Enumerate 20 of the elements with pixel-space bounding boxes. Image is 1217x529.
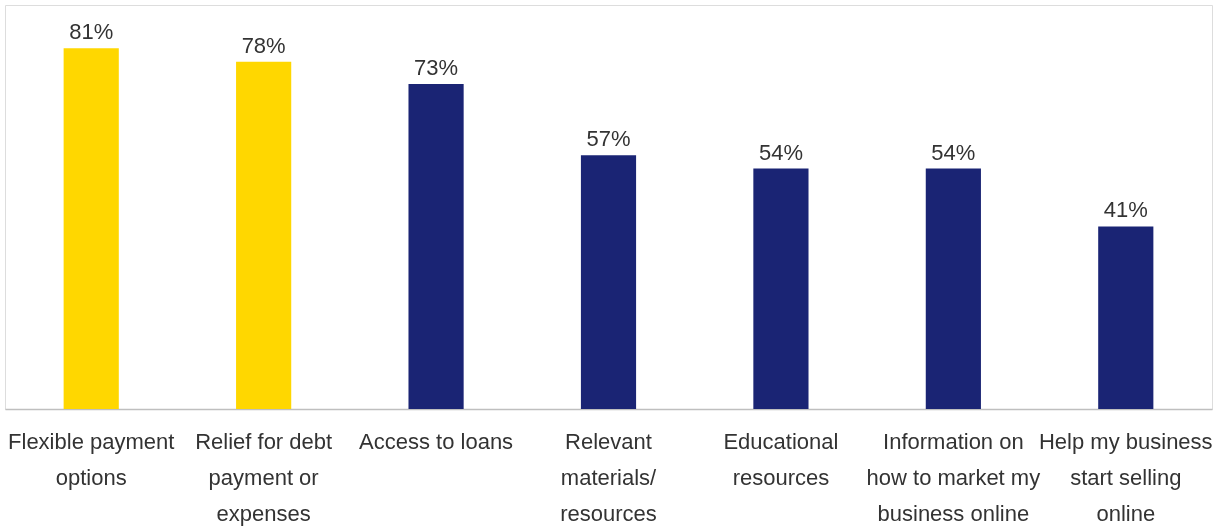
bar xyxy=(63,48,119,409)
data-label: 78% xyxy=(241,32,286,58)
data-label: 41% xyxy=(1103,197,1148,223)
x-tick-label: Educational resources xyxy=(723,428,839,490)
bar xyxy=(753,168,809,409)
data-label: 57% xyxy=(586,126,631,152)
data-label: 54% xyxy=(931,139,976,165)
bar xyxy=(925,168,981,409)
bar xyxy=(408,83,464,409)
x-tick-label: Access to loans xyxy=(359,428,514,454)
x-tick-label: Relevant materials/ resources xyxy=(560,428,658,526)
bar xyxy=(1098,226,1154,409)
x-tick-label: Information on how to market my business online xyxy=(866,428,1041,526)
data-label: 81% xyxy=(69,19,114,45)
bar xyxy=(580,155,637,409)
data-label: 54% xyxy=(758,139,803,165)
data-label: 73% xyxy=(414,54,459,80)
x-tick-label: Flexible payment options xyxy=(8,428,175,490)
bar xyxy=(236,61,292,409)
x-tick-label: Relief for debt payment or expenses xyxy=(195,428,333,526)
